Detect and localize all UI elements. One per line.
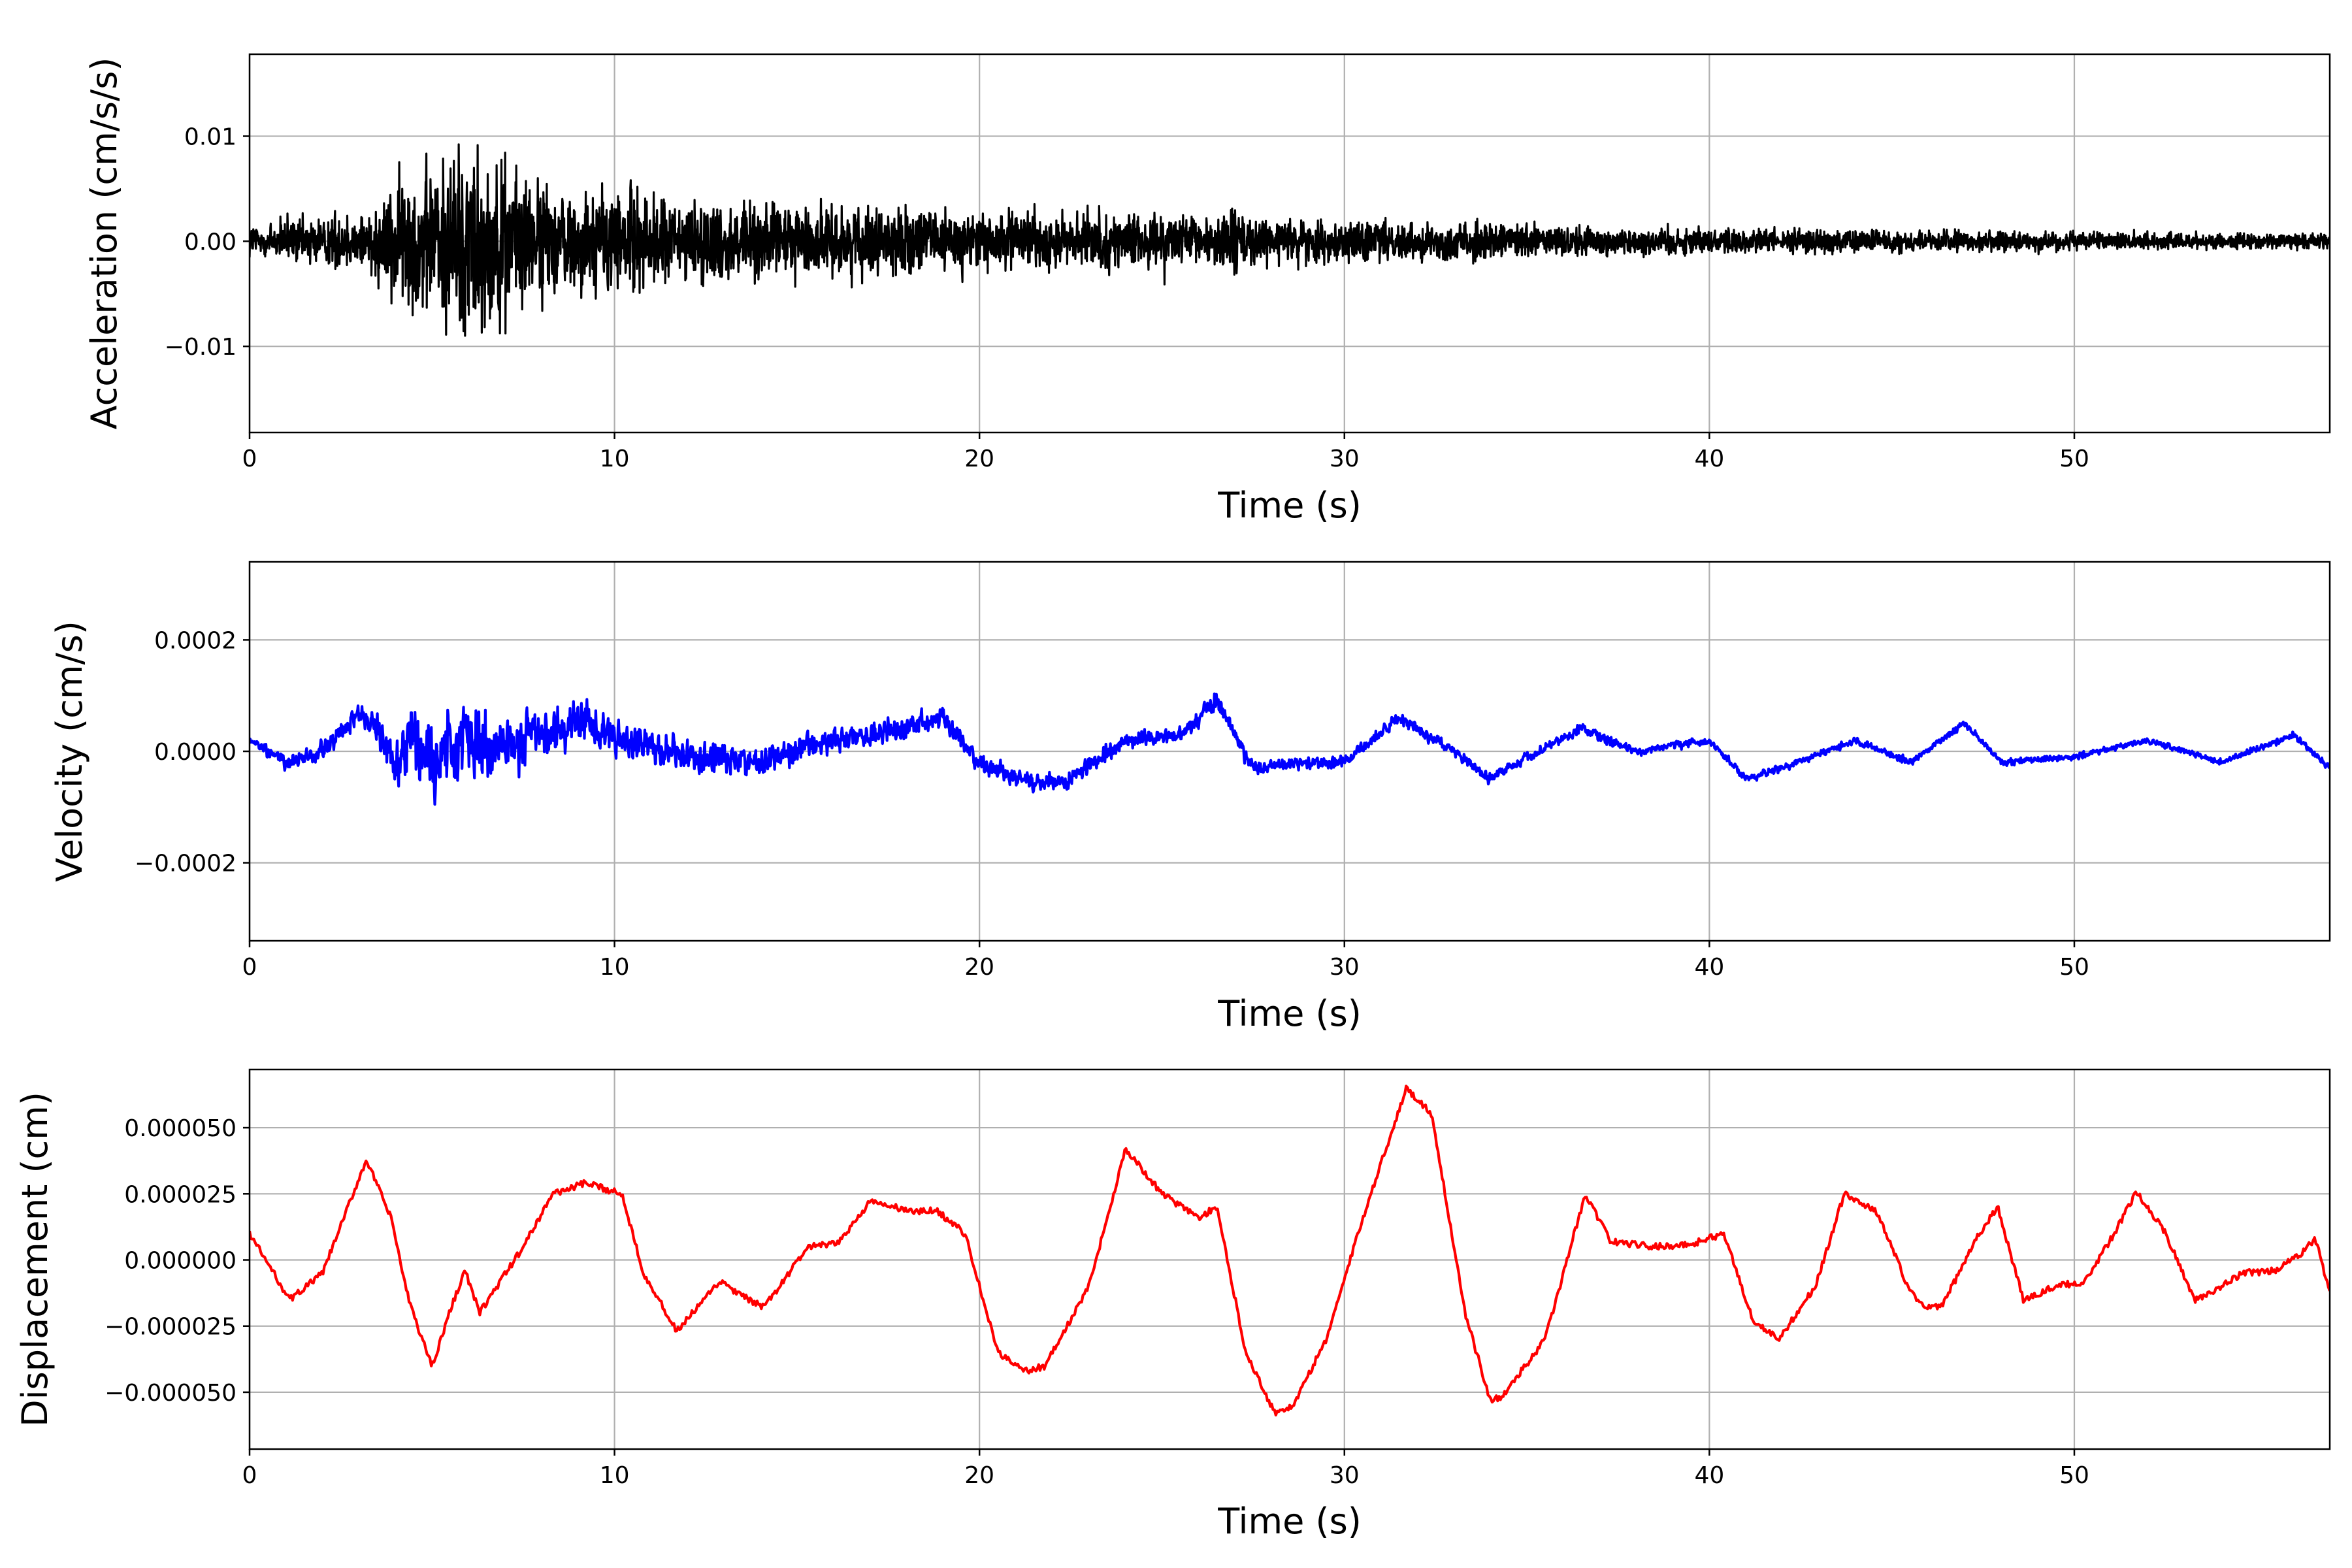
acceleration-series-line xyxy=(250,143,2330,337)
y-tick-label: 0.000025 xyxy=(124,1181,237,1208)
velocity-panel: 0 10 20 30 40 50 −0.0002 0.0000 0.0002 Time (s) Ve… xyxy=(49,561,2331,1034)
y-tick-label: 0.01 xyxy=(184,123,237,150)
y-tick-label: 0.000050 xyxy=(124,1115,237,1142)
displacement-y-axis-title: Displacement (cm) xyxy=(14,1092,56,1427)
x-tick-label: 10 xyxy=(600,446,630,472)
displacement-panel: 0 10 20 30 40 50 −0.000050 −0.000025 0.000000 0.0… xyxy=(14,1068,2331,1542)
displacement-series-line xyxy=(250,1085,2330,1417)
y-tick-label: −0.01 xyxy=(165,334,237,361)
x-tick-label: 20 xyxy=(964,446,994,472)
plot-frame xyxy=(248,53,2331,434)
velocity-series-line xyxy=(250,692,2330,806)
y-tick-label: −0.0002 xyxy=(135,851,237,877)
y-tick-label: 0.0002 xyxy=(154,627,237,654)
x-tick-label: 30 xyxy=(1330,954,1360,981)
acceleration-panel: 0 10 20 30 40 50 −0.01 0.00 0.01 Time (s) Accelera… xyxy=(84,53,2331,526)
velocity-x-axis-title: Time (s) xyxy=(1217,993,1362,1034)
x-tick-label: 30 xyxy=(1330,446,1360,472)
acceleration-x-axis-title: Time (s) xyxy=(1217,485,1362,526)
displacement-x-axis-title: Time (s) xyxy=(1217,1501,1362,1542)
x-tick-label: 50 xyxy=(2059,446,2089,472)
x-tick-label: 10 xyxy=(600,954,630,981)
y-tick-label: 0.000000 xyxy=(124,1248,237,1275)
y-tick-label: −0.000025 xyxy=(105,1314,237,1341)
x-tick-label: 0 xyxy=(242,446,257,472)
acceleration-y-axis-title: Acceleration (cm/s/s) xyxy=(84,57,125,430)
x-tick-label: 10 xyxy=(600,1462,630,1489)
x-tick-label: 40 xyxy=(1694,1462,1724,1489)
x-tick-label: 0 xyxy=(242,1462,257,1489)
x-tick-label: 40 xyxy=(1694,446,1724,472)
x-tick-label: 20 xyxy=(964,1462,994,1489)
x-tick-label: 40 xyxy=(1694,954,1724,981)
x-tick-label: 20 xyxy=(964,954,994,981)
x-tick-label: 30 xyxy=(1330,1462,1360,1489)
x-tick-label: 50 xyxy=(2059,954,2089,981)
x-tick-label: 50 xyxy=(2059,1462,2089,1489)
y-tick-label: −0.000050 xyxy=(105,1380,237,1407)
velocity-y-axis-title: Velocity (cm/s) xyxy=(49,621,90,882)
x-tick-label: 0 xyxy=(242,954,257,981)
y-tick-label: 0.00 xyxy=(184,229,237,255)
y-tick-label: 0.0000 xyxy=(154,739,237,766)
